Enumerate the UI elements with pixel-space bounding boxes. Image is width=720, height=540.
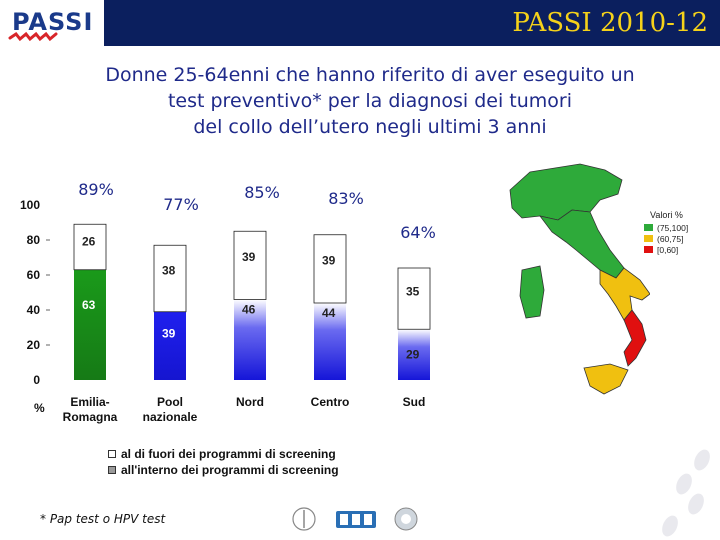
bar-outside-screening [73,223,107,271]
map-legend-item: (60,75] [644,233,720,244]
legend-label-outside: al di fuori dei programmi di screening [121,447,336,461]
bar-total-label: 89% [78,180,114,199]
map-legend-label: (60,75] [657,233,684,244]
bar-value-label-inside: 39 [162,327,176,341]
title-line-2: test preventivo* per la diagnosi dei tum… [167,90,573,112]
chart-title: Donne 25-64enni che hanno riferito di av… [40,62,700,140]
category-label: Pool [157,395,183,409]
bar-value-label-inside: 46 [242,303,256,317]
header-title: PASSI 2010-12 [512,8,708,38]
bar-outside-screening [233,230,267,300]
legend-swatch-outside [108,450,116,458]
header: PASSI PASSI 2010-12 [0,0,720,46]
footprints-decoration [662,449,710,537]
bar-value-label-outside: 35 [406,284,420,298]
map-legend: Valori % (75,100] (60,75] [0,60] [644,210,720,255]
bar-value-label-inside: 29 [406,348,420,362]
category-label: Centro [311,395,350,409]
category-label: nazionale [143,410,198,424]
chart-legend: al di fuori dei programmi di screening a… [108,446,339,478]
legend-swatch-inside [108,466,116,474]
bar-value-label-outside: 39 [322,254,336,268]
map-legend-label: (75,100] [657,222,689,233]
map-legend-swatch [644,235,653,242]
y-tick-label: 100 [20,198,40,212]
y-tick-label: 60 [27,268,41,282]
ministry-seal-icon [292,507,316,531]
passi-logo: PASSI [8,8,93,42]
bar-value-label-inside: 44 [322,306,336,320]
legend-item-outside: al di fuori dei programmi di screening [108,446,339,462]
map-legend-item: [0,60] [644,244,720,255]
bar-value-label-outside: 26 [82,235,96,249]
bar-value-label-inside: 63 [82,298,96,312]
stacked-bar-chart: 0 20 40 60 80 100 63 26 39 38 46 39 44 39 29 35 89% 77%… [20,180,436,424]
category-label: Romagna [63,410,118,424]
logo-text: PASSI [12,8,93,36]
map-legend-swatch [644,246,653,253]
bar-inside-screening [74,269,106,380]
y-tick-label: 0 [33,373,40,387]
category-label: Nord [236,395,264,409]
bar-outside-screening [153,244,187,313]
map-legend-item: (75,100] [644,222,720,233]
bar-inside-screening [398,329,430,380]
title-line-1: Donne 25-64enni che hanno riferito di av… [105,64,635,86]
y-axis: 0 20 40 60 80 100 [20,198,50,387]
map-legend-label: [0,60] [657,244,679,255]
y-tick-label: 20 [27,338,41,352]
legend-label-inside: all'interno dei programmi di screening [121,463,339,477]
bar-value-label-outside: 39 [242,250,256,264]
bar-inside-screening [314,303,346,380]
title-line-3: del collo dell’utero negli ultimi 3 anni [193,116,547,138]
bars-group: 63 26 39 38 46 39 44 39 29 35 [73,223,431,380]
map-legend-swatch [644,224,653,231]
footnote: * Pap test o HPV test [40,512,166,526]
total-labels-group: 89% 77% 85% 83% 64% [78,180,436,242]
bar-inside-screening [154,311,186,380]
bar-total-label: 77% [163,195,199,214]
bar-total-label: 64% [400,223,436,242]
category-label: Sud [403,395,426,409]
y-tick-label: 40 [27,303,41,317]
bar-value-label-outside: 38 [162,264,176,278]
bar-outside-screening [397,267,431,330]
bar-outside-screening [313,234,347,304]
bar-total-label: 83% [328,189,364,208]
category-label: Emilia- [70,395,109,409]
bar-total-label: 85% [244,183,280,202]
italy-map [509,163,650,395]
legend-item-inside: all'interno dei programmi di screening [108,462,339,478]
bar-inside-screening [234,299,266,380]
header-bar: PASSI 2010-12 [104,0,720,46]
partner-logos [292,507,418,531]
y-axis-label: % [34,401,45,415]
map-legend-title: Valori % [650,210,683,220]
y-tick-label: 80 [27,233,41,247]
